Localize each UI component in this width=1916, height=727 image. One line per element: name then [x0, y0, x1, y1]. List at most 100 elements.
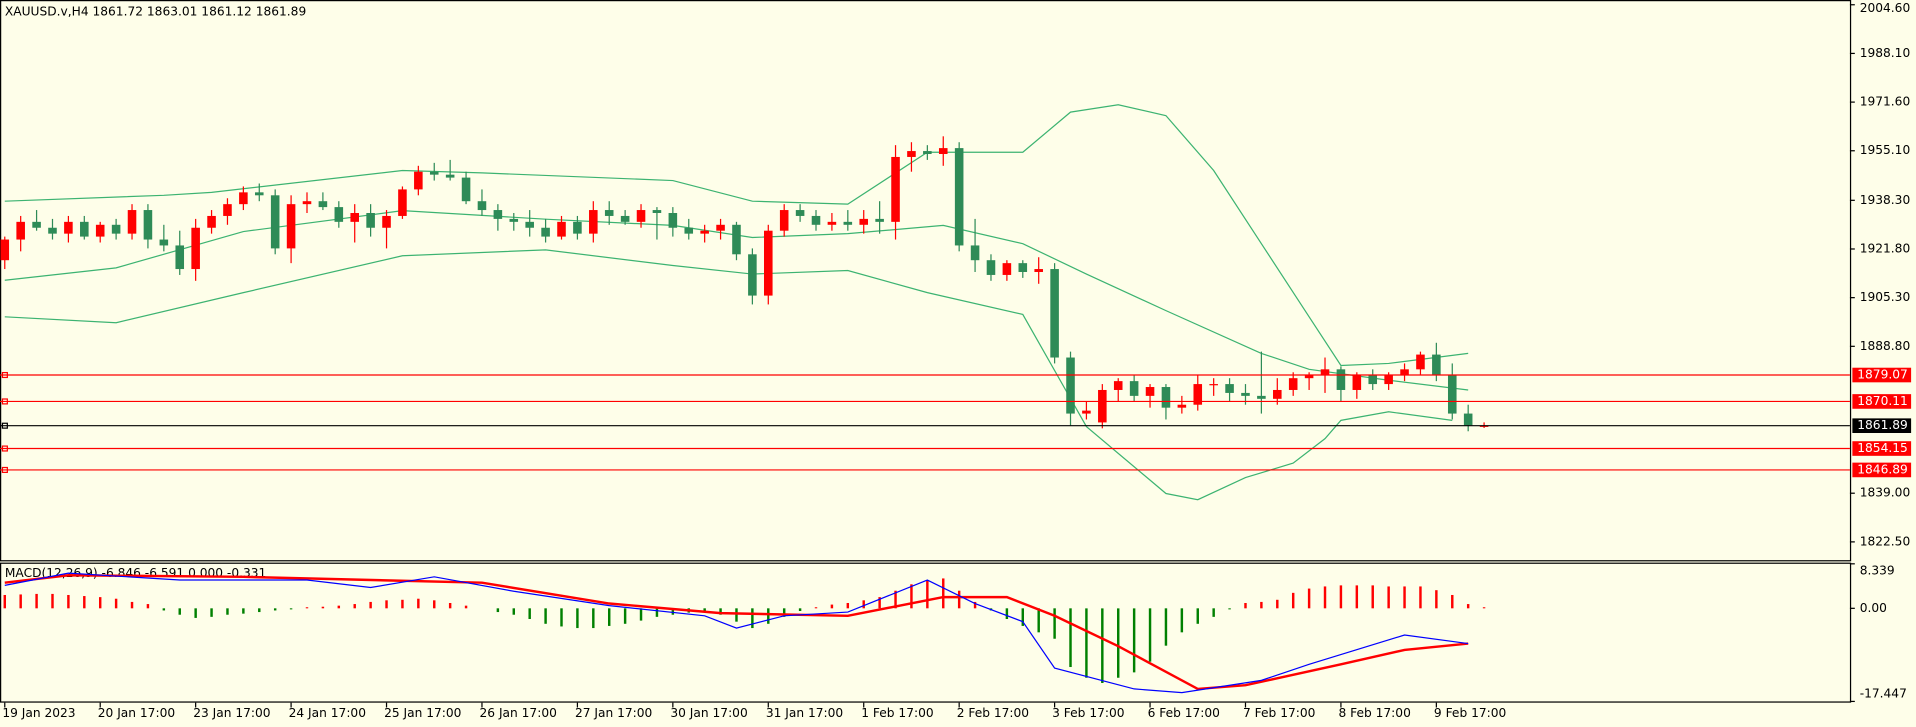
candle-body [1384, 375, 1393, 385]
candle-body [938, 148, 948, 155]
y-tick-label: 1988.10 [1860, 46, 1911, 60]
candle-body [589, 210, 598, 234]
candle-body [1336, 369, 1346, 390]
candle-body [541, 227, 550, 237]
candle-body [875, 218, 884, 222]
indicator-line [4, 574, 1469, 691]
candle-body [1352, 375, 1362, 390]
y-tick-label: 1955.10 [1860, 143, 1911, 157]
candle-body [604, 210, 614, 216]
candle-body [954, 148, 964, 246]
candle-body [1273, 389, 1282, 399]
price-level-marker [1, 466, 8, 473]
candle-body [732, 224, 741, 255]
candle-body [445, 174, 455, 178]
candle-body [843, 221, 853, 225]
candle-body [64, 221, 73, 234]
candle-body [795, 210, 805, 216]
y-tick-label: 1971.60 [1860, 95, 1911, 109]
price-level-box [1852, 394, 1912, 409]
candle-body [986, 260, 996, 275]
price-level-box [1852, 367, 1912, 383]
candle-body [509, 218, 519, 222]
price-level-label: 1846.89 [1857, 462, 1908, 476]
x-tick-label: 1 Feb 17:00 [861, 706, 933, 720]
candle-body [111, 224, 121, 234]
candle-body [1145, 387, 1155, 396]
candle-body [143, 210, 153, 240]
price-level-marker [1, 422, 8, 429]
candle-body [1257, 395, 1266, 399]
price-level-label: 1879.07 [1857, 368, 1908, 382]
candle-body [302, 201, 312, 205]
candle-body [1447, 375, 1457, 414]
candle-body [254, 192, 264, 196]
y-tick-label: 1921.80 [1860, 242, 1911, 256]
y-tick-label: -17.447 [1860, 687, 1907, 701]
y-tick-label: 2004.60 [1860, 1, 1911, 15]
y-tick-label: 0.00 [1860, 601, 1887, 615]
candle-body [652, 210, 662, 213]
price-level-marker [1, 445, 8, 452]
y-tick-label: 1822.50 [1860, 534, 1911, 548]
y-tick-label: 8.339 [1860, 564, 1895, 578]
candle-body [48, 227, 57, 234]
candle-body [970, 245, 980, 261]
y-tick-label: 1905.30 [1860, 290, 1911, 304]
x-tick-label: 2 Feb 17:00 [957, 706, 1029, 720]
x-tick-label: 3 Feb 17:00 [1052, 706, 1124, 720]
candle-body [1098, 389, 1107, 423]
price-level-marker [1, 398, 8, 405]
candle-body [891, 156, 900, 222]
candle-body [207, 215, 216, 228]
candle-body [636, 210, 646, 222]
candle-body [748, 254, 757, 296]
candle-body [557, 221, 566, 237]
candle-body [525, 221, 534, 228]
candle-body [1432, 354, 1441, 376]
x-tick-label: 30 Jan 17:00 [670, 706, 747, 720]
candle-body [827, 221, 837, 225]
price-level-marker [1, 371, 8, 379]
candle-body [1034, 269, 1043, 272]
candle-body [764, 230, 773, 296]
candle-body [1129, 381, 1139, 396]
candle-body [1288, 378, 1298, 390]
candle-body [127, 210, 137, 234]
candle-body [1225, 384, 1234, 393]
indicator-line [4, 104, 1469, 367]
candle-body [1082, 410, 1091, 414]
indicator-line [4, 572, 1469, 694]
candle-body [1416, 354, 1425, 370]
candle-body [477, 201, 487, 211]
price-level-label: 1854.15 [1857, 441, 1908, 455]
candle-body [859, 218, 869, 225]
candle-body [779, 210, 789, 231]
price-level-label: 1870.11 [1857, 394, 1908, 408]
candle-body [191, 227, 200, 270]
candle-body [223, 204, 232, 216]
candle-body [1177, 404, 1187, 408]
x-tick-label: 25 Jan 17:00 [384, 706, 461, 720]
x-tick-label: 31 Jan 17:00 [766, 706, 843, 720]
candle-body [620, 215, 630, 222]
candle-body [398, 189, 407, 216]
candle-body [239, 192, 248, 205]
candle-body [684, 227, 694, 234]
candle-body [318, 201, 328, 208]
candle-body [1113, 381, 1123, 390]
candle-body [700, 230, 709, 234]
x-tick-label: 20 Jan 17:00 [98, 706, 175, 720]
y-tick-label: 1839.00 [1860, 486, 1911, 500]
y-tick-label: 1888.80 [1860, 339, 1911, 353]
candle-body [16, 221, 25, 240]
candle-body [1368, 375, 1378, 385]
x-tick-label: 8 Feb 17:00 [1338, 706, 1410, 720]
candle-body [159, 239, 169, 246]
candle-body [493, 210, 503, 219]
candle-body [1320, 369, 1330, 376]
candle-body [1400, 369, 1409, 376]
main-frame [0, 0, 1852, 562]
